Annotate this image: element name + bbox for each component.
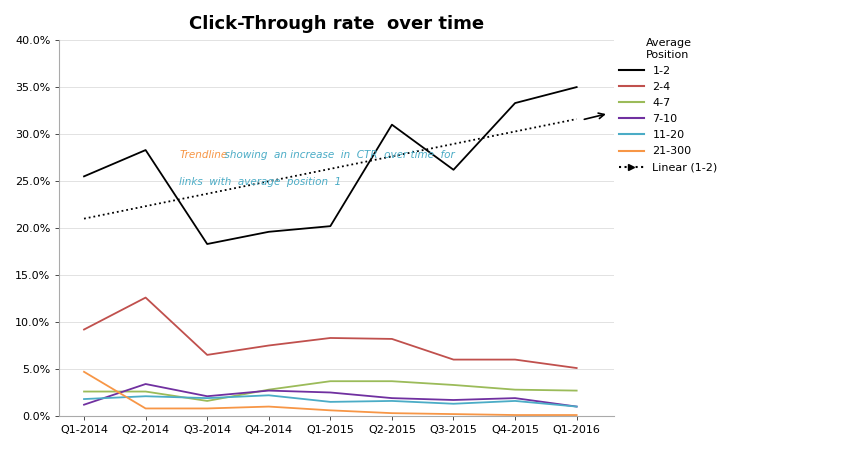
21-300 [79,369,89,374]
Text: links  with  average  position  1: links with average position 1 [179,177,342,187]
2-4 [79,327,89,332]
11-20 [202,396,213,401]
2-4 [141,295,151,300]
1-2 [387,122,397,127]
11-20 [264,392,274,398]
1-2 [141,147,151,153]
1-2 [448,167,458,172]
21-300 [387,410,397,416]
7-10 [510,396,520,401]
1-2 [202,241,213,247]
21-300 [264,404,274,410]
2-4 [202,352,213,358]
11-20 [448,401,458,406]
11-20 [325,399,335,405]
2-4 [387,336,397,342]
7-10 [141,381,151,387]
Line: 2-4: 2-4 [84,297,577,368]
Text: Trendline: Trendline [179,150,228,160]
7-10 [572,404,582,410]
Text: showing  an increase  in  CTR  over time  for: showing an increase in CTR over time for [218,150,454,160]
1-2 [572,85,582,90]
4-7 [325,378,335,384]
4-7 [572,388,582,393]
21-300 [202,406,213,411]
4-7 [387,378,397,384]
2-4 [325,335,335,341]
7-10 [387,396,397,401]
4-7 [264,387,274,392]
7-10 [448,397,458,403]
7-10 [79,402,89,407]
1-2 [325,224,335,229]
2-4 [264,343,274,348]
11-20 [572,404,582,410]
2-4 [448,357,458,362]
Line: 11-20: 11-20 [84,395,577,407]
Line: 4-7: 4-7 [84,381,577,401]
4-7 [141,389,151,394]
21-300 [448,411,458,417]
7-10 [264,388,274,393]
Line: 7-10: 7-10 [84,384,577,407]
7-10 [202,394,213,399]
Title: Click-Through rate  over time: Click-Through rate over time [189,15,484,33]
11-20 [79,396,89,402]
21-300 [141,406,151,411]
Line: 1-2: 1-2 [84,87,577,244]
11-20 [387,398,397,404]
1-2 [264,229,274,234]
11-20 [141,394,151,399]
4-7 [79,389,89,394]
21-300 [510,412,520,418]
7-10 [325,390,335,395]
11-20 [510,398,520,404]
4-7 [202,398,213,404]
4-7 [510,387,520,392]
4-7 [448,382,458,387]
21-300 [572,412,582,418]
1-2 [510,100,520,106]
2-4 [510,357,520,362]
Line: 21-300: 21-300 [84,372,577,415]
Legend: 1-2, 2-4, 4-7, 7-10, 11-20, 21-300, Linear (1-2): 1-2, 2-4, 4-7, 7-10, 11-20, 21-300, Line… [619,38,717,172]
21-300 [325,408,335,413]
1-2 [79,174,89,179]
2-4 [572,365,582,371]
